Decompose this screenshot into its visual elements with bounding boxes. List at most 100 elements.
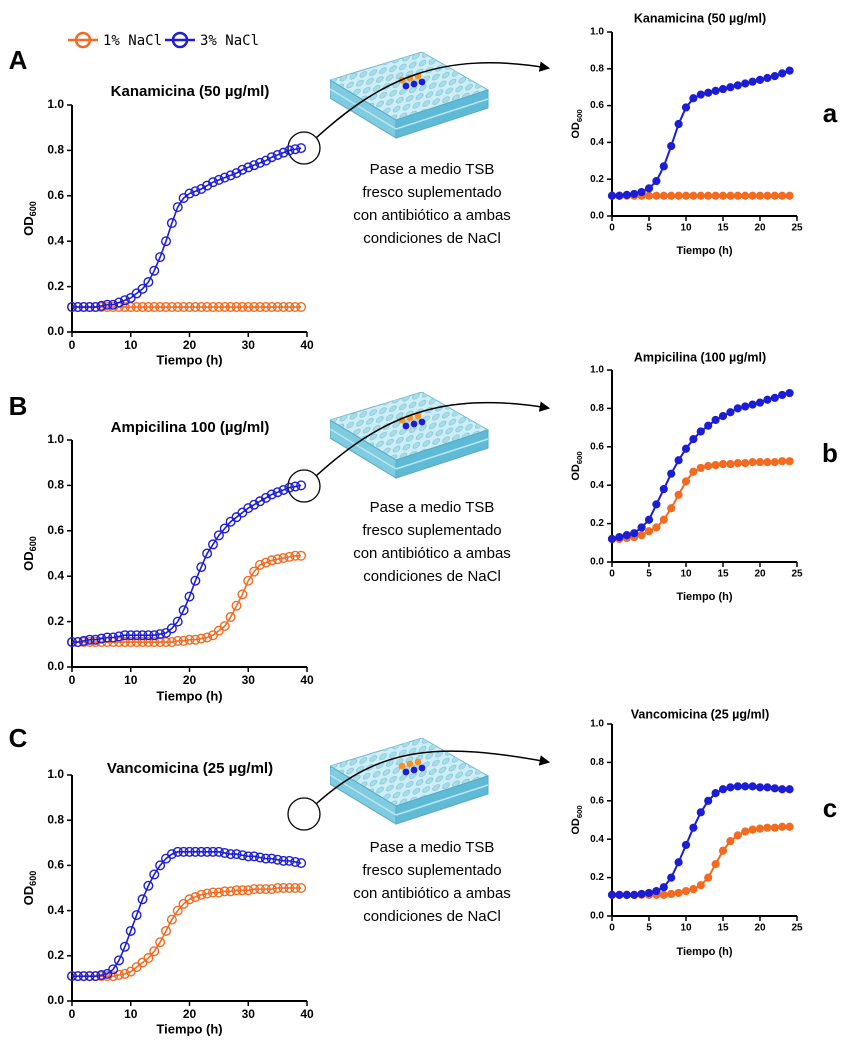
data-point [278,484,289,495]
data-point [667,141,676,151]
data-point [249,884,260,895]
x-axis-label: Tiempo (h) [156,352,222,367]
data-point [231,885,242,896]
data-point [272,883,283,894]
data-point [166,849,177,860]
y-tick-label: 0.0 [590,557,604,568]
data-point [196,302,207,313]
data-point [155,860,166,871]
data-point [219,172,230,183]
data-point [290,550,301,561]
data-point [72,302,83,313]
data-point [659,191,668,200]
data-point [196,889,207,900]
data-point [733,782,742,791]
data-point [149,302,160,313]
data-point [615,532,624,542]
data-point [260,302,271,313]
data-point [119,637,130,648]
data-point [659,890,668,899]
y-tick-label: 0.2 [47,948,64,962]
annotation-line: fresco suplementado [362,862,501,879]
y-tick-label: 0.6 [47,188,64,202]
data-point [219,886,230,897]
data-point [260,884,271,895]
chart-title: Vancomicina (25 µg/ml) [107,760,273,777]
data-point [225,170,236,181]
data-point [696,463,705,473]
data-point [704,796,713,805]
data-point [225,886,236,897]
data-point [66,302,77,313]
data-point [763,458,772,467]
data-point [637,531,646,540]
annotation-line: fresco suplementado [362,184,501,201]
data-point [113,297,124,308]
data-point [225,849,236,860]
data-point [667,873,676,882]
data-point [178,605,189,616]
data-point [770,72,779,81]
data-point [296,480,307,491]
data-point [644,888,654,898]
data-point [681,477,691,486]
data-point [763,395,772,404]
y-tick-label: 0.4 [590,480,604,491]
data-point [748,77,757,86]
data-point [184,591,195,602]
data-point [113,631,124,642]
data-point [630,890,639,899]
data-point [166,914,177,925]
data-point [278,553,289,564]
data-point [667,469,676,478]
series-line [72,887,302,977]
x-tick-label: 0 [69,338,76,352]
x-axis-label: Tiempo (h) [156,1021,222,1036]
y-tick-label: 0.4 [590,834,604,845]
data-point [119,941,130,952]
x-tick-label: 15 [717,923,729,934]
data-point [184,302,195,313]
y-tick-label: 0.8 [590,63,604,74]
data-point [219,621,230,632]
y-tick-label: 0.0 [47,659,64,673]
data-point [733,831,742,840]
data-point [644,527,654,536]
y-tick-label: 1.0 [47,767,64,781]
data-point [184,634,195,645]
data-point [741,191,750,200]
y-tick-label: 0.0 [47,993,64,1007]
data-point [689,885,698,894]
data-point [711,191,720,200]
y-axis-label: OD600 [21,201,38,236]
data-point [778,785,787,794]
data-point [254,559,265,570]
data-point [78,635,89,646]
data-point [90,634,101,645]
data-point [704,421,713,430]
data-point [66,637,77,648]
y-tick-label: 0.6 [47,858,64,872]
data-point [66,971,77,982]
data-point [748,191,757,200]
data-point [674,888,683,898]
data-point [681,191,691,200]
data-point [108,299,119,310]
data-point [755,824,765,833]
data-point [763,783,772,792]
data-point [659,515,668,524]
data-point [149,265,160,276]
y-tick-label: 0.2 [47,279,64,293]
data-point [741,459,750,468]
data-point [615,890,624,899]
data-point [763,823,772,832]
data-point [249,160,260,171]
data-point [213,174,224,185]
data-point [84,302,95,313]
data-point [644,191,654,200]
data-point [284,855,295,866]
data-point [96,300,107,311]
annotation-line: fresco suplementado [362,522,501,539]
x-tick-label: 0 [609,569,615,580]
data-point [84,634,95,645]
